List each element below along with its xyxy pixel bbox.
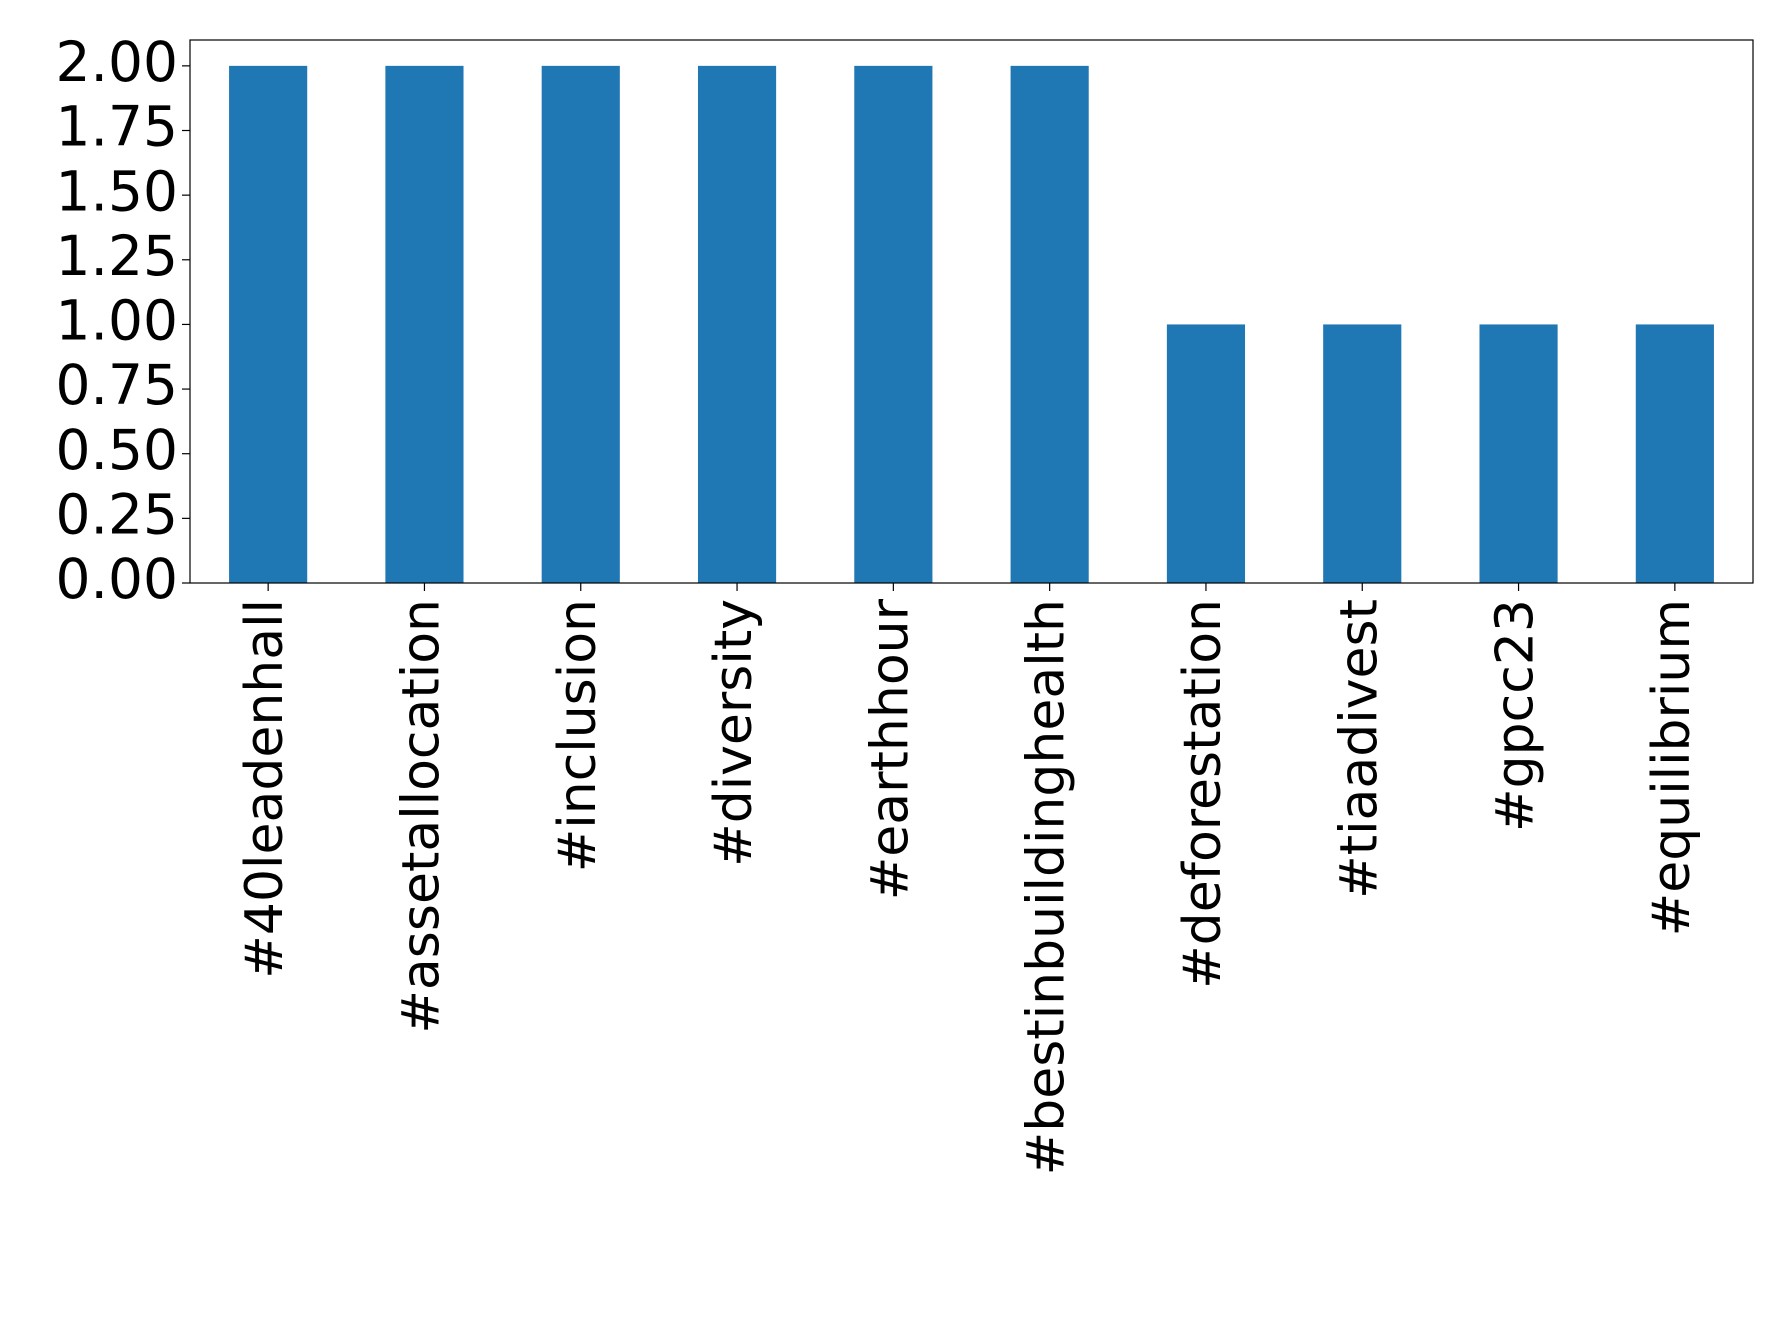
- x-tick-label: #deforestation: [1173, 599, 1233, 989]
- x-tick-label: #tiaadivest: [1329, 599, 1389, 899]
- bar: [1010, 65, 1089, 584]
- bar: [385, 65, 464, 584]
- bar: [1479, 324, 1558, 583]
- x-tick-label: #bestinbuildinghealth: [1017, 599, 1077, 1175]
- bar: [1166, 324, 1246, 583]
- bar: [1323, 324, 1402, 583]
- x-tick-label: #gpcc23: [1486, 599, 1546, 832]
- x-tick-label: #earthhour: [860, 598, 920, 900]
- x-tick-label: #40leadenhall: [235, 599, 295, 979]
- y-tick-label: 1.50: [56, 159, 178, 223]
- y-tick-label: 0.50: [56, 418, 178, 482]
- plot-frame: [189, 39, 1754, 584]
- y-tick-label: 0.75: [56, 353, 178, 417]
- y-tick-label: 2.00: [56, 30, 178, 94]
- bar: [541, 65, 620, 584]
- y-tick-label: 1.75: [56, 95, 178, 159]
- bar: [1635, 324, 1714, 583]
- x-tick-label: #equilibrium: [1642, 599, 1702, 936]
- x-tick-label: #assetallocation: [391, 599, 451, 1034]
- bar: [854, 65, 933, 584]
- y-tick-label: 0.00: [56, 547, 178, 611]
- x-tick-label: #diversity: [704, 599, 764, 867]
- y-tick-label: 1.25: [56, 224, 178, 288]
- x-tick-label: #inclusion: [548, 599, 608, 872]
- y-tick-label: 1.00: [56, 289, 178, 353]
- y-tick-label: 0.25: [56, 482, 178, 546]
- bar: [229, 65, 308, 584]
- bar: [697, 65, 777, 584]
